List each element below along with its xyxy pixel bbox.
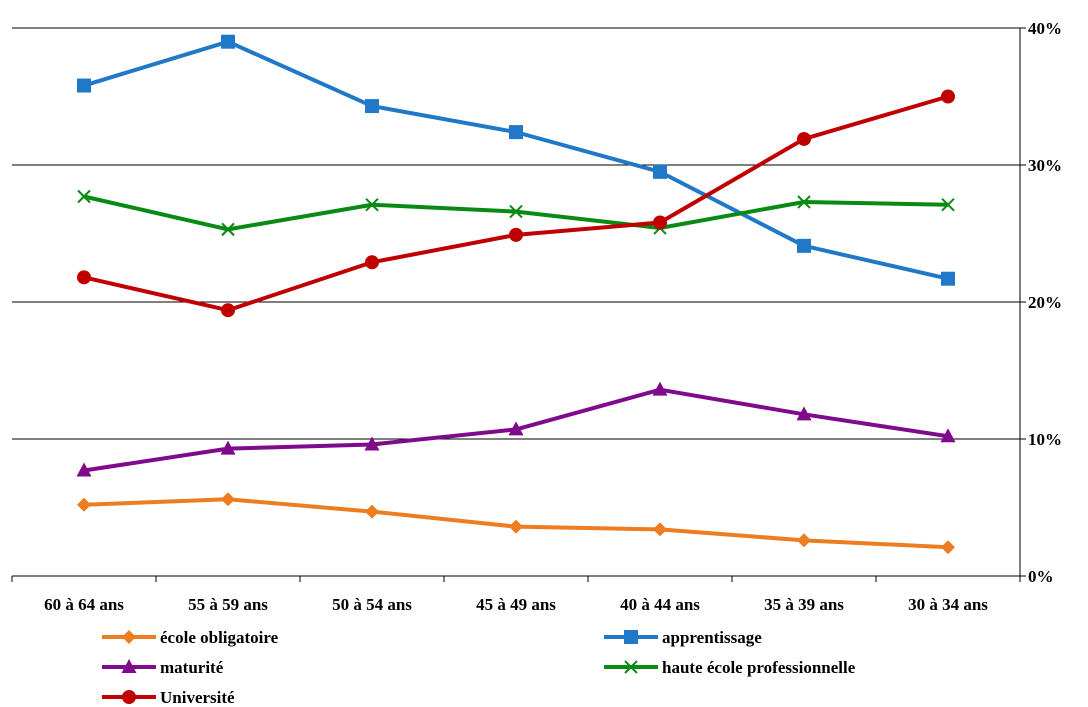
data-point-triangle bbox=[508, 421, 524, 436]
data-point-square bbox=[941, 271, 955, 286]
data-point-x bbox=[509, 204, 523, 219]
data-point-square bbox=[797, 238, 811, 253]
data-point-diamond bbox=[509, 519, 523, 534]
y-tick-label: 10% bbox=[1028, 430, 1062, 449]
x-tick-label: 55 à 59 ans bbox=[188, 595, 268, 614]
data-point-circle bbox=[941, 89, 955, 104]
data-point-diamond bbox=[365, 504, 379, 519]
data-point-x bbox=[77, 189, 91, 204]
data-point-square bbox=[221, 34, 235, 49]
series-2 bbox=[76, 381, 956, 477]
series-group bbox=[76, 34, 956, 555]
data-point-circle bbox=[509, 227, 523, 242]
data-point-circle bbox=[797, 131, 811, 146]
data-point-x bbox=[797, 195, 811, 209]
x-tick-label: 50 à 54 ans bbox=[332, 595, 412, 614]
data-point-diamond bbox=[653, 522, 667, 537]
data-point-circle bbox=[221, 303, 235, 318]
data-point-diamond bbox=[941, 540, 955, 555]
legend-label: haute école professionnelle bbox=[662, 658, 856, 677]
data-point-triangle bbox=[940, 428, 956, 443]
x-tick-label: 45 à 49 ans bbox=[476, 595, 556, 614]
legend-item: maturité bbox=[102, 658, 224, 677]
legend-marker bbox=[122, 630, 136, 644]
axes bbox=[11, 27, 1026, 582]
data-point-circle bbox=[653, 215, 667, 230]
legend-label: apprentissage bbox=[662, 628, 762, 647]
y-tick-label: 0% bbox=[1028, 567, 1054, 586]
y-tick-label: 20% bbox=[1028, 293, 1062, 312]
y-tick-label: 30% bbox=[1028, 156, 1062, 175]
data-point-square bbox=[365, 99, 379, 114]
data-point-square bbox=[77, 78, 91, 93]
data-point-circle bbox=[77, 270, 91, 285]
data-point-square bbox=[653, 164, 667, 179]
data-point-diamond bbox=[221, 492, 235, 507]
legend-item: école obligatoire bbox=[102, 628, 279, 647]
x-tick-label: 60 à 64 ans bbox=[44, 595, 124, 614]
data-point-x bbox=[941, 198, 955, 212]
data-point-x bbox=[365, 198, 379, 212]
legend-item: Université bbox=[102, 688, 235, 707]
series-0 bbox=[77, 492, 955, 555]
legend-label: école obligatoire bbox=[160, 628, 279, 647]
data-point-triangle bbox=[76, 462, 92, 477]
x-tick-label: 35 à 39 ans bbox=[764, 595, 844, 614]
x-tick-label: 30 à 34 ans bbox=[908, 595, 988, 614]
legend-marker bbox=[624, 630, 638, 644]
legend-label: maturité bbox=[160, 658, 224, 677]
data-point-diamond bbox=[77, 497, 91, 512]
legend-label: Université bbox=[160, 688, 235, 707]
gridlines bbox=[12, 27, 1020, 440]
legend-marker bbox=[624, 660, 638, 674]
data-point-triangle bbox=[652, 381, 668, 396]
legend-marker bbox=[122, 690, 136, 704]
data-point-circle bbox=[365, 255, 379, 270]
data-point-triangle bbox=[220, 440, 236, 455]
data-point-diamond bbox=[797, 533, 811, 548]
legend: école obligatoire apprentissage maturité ha… bbox=[102, 628, 856, 707]
legend-marker bbox=[121, 659, 137, 673]
data-point-square bbox=[509, 125, 523, 140]
x-tick-label: 40 à 44 ans bbox=[620, 595, 700, 614]
series-4 bbox=[77, 89, 955, 318]
data-point-x bbox=[221, 222, 235, 237]
y-tick-label: 40% bbox=[1028, 19, 1062, 38]
data-point-triangle bbox=[796, 406, 812, 421]
series-1 bbox=[77, 34, 955, 286]
data-point-triangle bbox=[364, 436, 380, 451]
legend-item: haute école professionnelle bbox=[604, 658, 856, 677]
legend-item: apprentissage bbox=[604, 628, 762, 647]
x-axis-tick-labels: 60 à 64 ans 55 à 59 ans 50 à 54 ans 45 à 49… bbox=[44, 595, 988, 614]
y-axis-tick-labels: 0% 10% 20% 30% 40% bbox=[1028, 19, 1062, 586]
series-line bbox=[83, 39, 949, 281]
